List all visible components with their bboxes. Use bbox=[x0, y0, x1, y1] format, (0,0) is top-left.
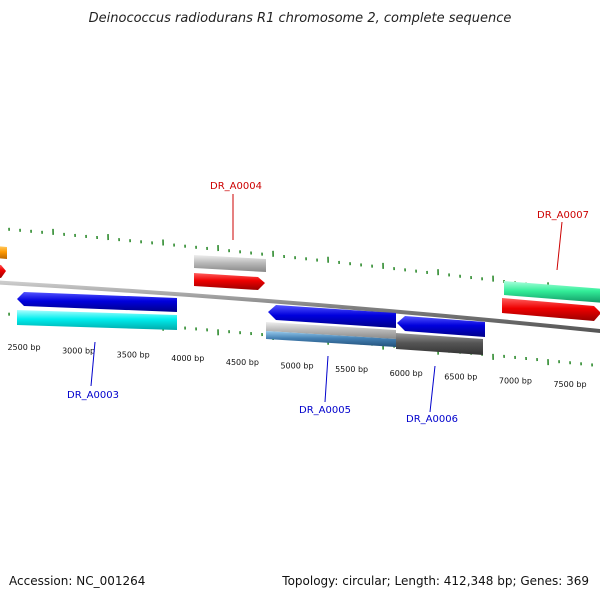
gene-labels: DR_A0004 DR_A0007 DR_A0003 DR_A0005 DR_A… bbox=[67, 181, 589, 425]
callout-line-dr-a0006 bbox=[429, 365, 436, 413]
chromosome-backbone bbox=[0, 280, 600, 333]
scale-tick-label: 3500 bp bbox=[117, 350, 150, 359]
scale-tick-labels: 2500 bp 3000 bp 3500 bp 4000 bp 4500 bp 5000 … bbox=[7, 343, 586, 389]
callout-line-dr-a0007 bbox=[556, 221, 563, 271]
cds-dr-a0005[interactable] bbox=[268, 305, 396, 328]
label-dr-a0003[interactable]: DR_A0003 bbox=[67, 390, 119, 401]
outer-tick-marks bbox=[8, 227, 593, 294]
accession-text: Accession: NC_001264 bbox=[9, 574, 146, 588]
scale-tick-label: 7000 bp bbox=[499, 376, 532, 385]
scale-tick-label: 5500 bp bbox=[335, 365, 368, 374]
feature-tracks bbox=[0, 246, 600, 355]
gene-callout-lines bbox=[90, 194, 563, 413]
cds-dr-a0004[interactable] bbox=[194, 273, 265, 290]
scale-tick-label: 3000 bp bbox=[62, 347, 95, 356]
cds-dr-a0006[interactable] bbox=[397, 316, 485, 337]
gene-dr-a0006-dark[interactable] bbox=[396, 333, 483, 355]
label-dr-a0005[interactable]: DR_A0005 bbox=[299, 405, 351, 416]
map-title: Deinococcus radiodurans R1 chromosome 2,… bbox=[89, 11, 512, 26]
genome-summary-text: Topology: circular; Length: 412,348 bp; … bbox=[282, 574, 589, 588]
feature-red-partial[interactable] bbox=[0, 264, 6, 278]
scale-tick-label: 7500 bp bbox=[553, 380, 586, 389]
scale-tick-label: 6500 bp bbox=[444, 373, 477, 382]
scale-tick-label: 5000 bp bbox=[280, 362, 313, 371]
gene-dr-a0004-gray[interactable] bbox=[194, 255, 266, 272]
label-dr-a0004[interactable]: DR_A0004 bbox=[210, 181, 262, 192]
scale-tick-label: 4000 bp bbox=[171, 354, 204, 363]
callout-line-dr-a0003 bbox=[90, 341, 96, 387]
scale-tick-label: 2500 bp bbox=[7, 343, 40, 352]
label-dr-a0006[interactable]: DR_A0006 bbox=[406, 414, 458, 425]
gene-dr-a0003-cyan[interactable] bbox=[17, 310, 177, 330]
label-dr-a0007[interactable]: DR_A0007 bbox=[537, 210, 589, 221]
cds-dr-a0003[interactable] bbox=[17, 292, 177, 312]
cds-dr-a0007[interactable] bbox=[502, 298, 600, 321]
rna-dr-a0007-green[interactable] bbox=[504, 281, 600, 303]
feature-orange-partial[interactable] bbox=[0, 246, 7, 259]
gene-dr-a0005-gray[interactable] bbox=[266, 322, 396, 339]
scale-tick-label: 6000 bp bbox=[390, 369, 423, 378]
gene-dr-a0005-steel[interactable] bbox=[266, 331, 396, 347]
callout-line-dr-a0005 bbox=[324, 355, 329, 403]
scale-tick-label: 4500 bp bbox=[226, 358, 259, 367]
